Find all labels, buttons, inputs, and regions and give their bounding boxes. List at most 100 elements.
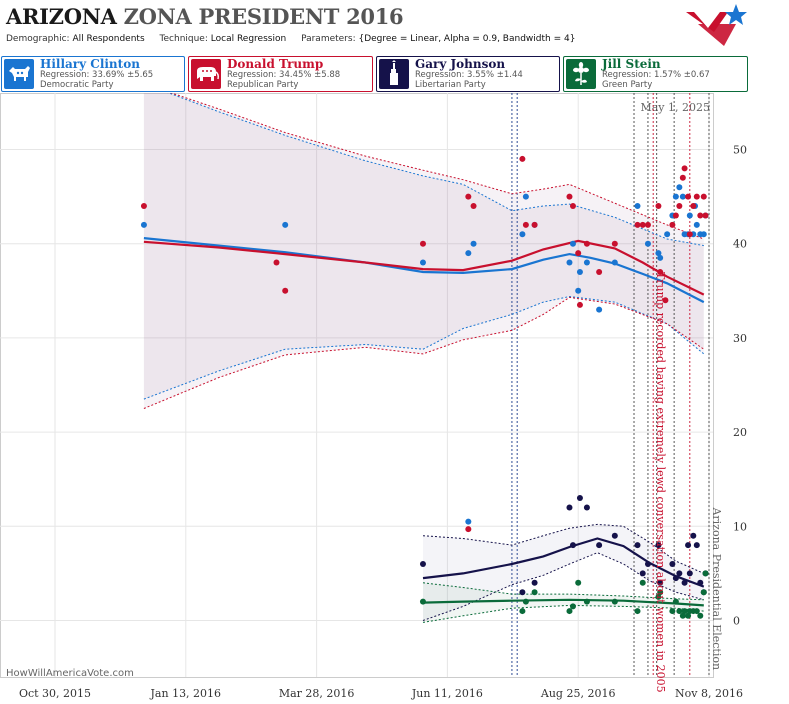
candidate-card-johnson[interactable]: Gary Johnson Regression: 3.55% ±1.44 Lib… (376, 56, 560, 92)
data-point (611, 598, 618, 605)
data-point (611, 259, 618, 266)
y-tick-label: 50 (733, 144, 747, 157)
data-point (596, 306, 603, 313)
data-point (676, 184, 683, 191)
event-annotation: Trump recorded having extremely lewd con… (654, 272, 667, 693)
data-point (634, 203, 641, 210)
x-tick-label: Jun 11, 2016 (411, 687, 483, 700)
data-point (655, 203, 662, 210)
data-point (690, 532, 697, 539)
data-point (702, 570, 709, 577)
data-point (522, 221, 529, 228)
data-point (700, 231, 707, 238)
candidate-party: Republican Party (227, 80, 299, 90)
y-tick-label: 40 (733, 238, 747, 251)
candidate-name: Hillary Clinton (40, 57, 140, 71)
x-tick-label: Jan 13, 2016 (150, 687, 222, 700)
data-point (644, 240, 651, 247)
candidate-party: Libertarian Party (415, 80, 486, 90)
data-point (655, 542, 662, 549)
param-label-parameters: Parameters: (301, 34, 356, 44)
event-annotation: Arizona Presidential Election (710, 506, 723, 670)
data-point (576, 301, 583, 308)
data-point (569, 240, 576, 247)
candidate-card-clinton[interactable]: Hillary Clinton Regression: 33.69% ±5.65… (1, 56, 185, 92)
data-point (644, 560, 651, 567)
data-point (639, 579, 646, 586)
data-point (470, 203, 477, 210)
param-value-parameters: {Degree = Linear, Alpha = 0.9, Bandwidth… (358, 34, 576, 44)
data-point (662, 297, 669, 304)
plot-frame (0, 93, 714, 678)
data-point (686, 570, 693, 577)
data-point (575, 250, 582, 257)
band-upper-line (167, 93, 704, 247)
data-point (531, 589, 538, 596)
date-label: May 1, 2025 (640, 101, 710, 114)
x-tick-label: Oct 30, 2015 (19, 687, 91, 700)
data-point (569, 542, 576, 549)
data-point (681, 579, 688, 586)
regression-line (422, 537, 705, 588)
data-point (522, 193, 529, 200)
data-point (676, 570, 683, 577)
data-point (693, 221, 700, 228)
data-point (639, 570, 646, 577)
data-point (700, 589, 707, 596)
candidate-regression: Regression: 33.69% ±5.65 (40, 70, 154, 80)
band-upper-line (422, 523, 705, 574)
data-point (465, 193, 472, 200)
param-label-technique: Technique: (159, 34, 208, 44)
data-point (657, 589, 664, 596)
data-point (596, 542, 603, 549)
data-point (419, 598, 426, 605)
data-point (583, 259, 590, 266)
data-point (679, 193, 686, 200)
data-point (657, 579, 664, 586)
data-point (686, 231, 693, 238)
data-point (697, 612, 704, 619)
band-upper-line (170, 93, 704, 240)
data-point (655, 250, 662, 257)
regression-line (143, 239, 705, 296)
confidence-band (143, 93, 704, 409)
data-point (140, 203, 147, 210)
band-lower-line (422, 604, 704, 623)
band-lower-line (143, 296, 705, 409)
data-point (470, 240, 477, 247)
candidate-card-trump[interactable]: Donald Trump Regression: 34.45% ±5.88 Re… (188, 56, 373, 92)
data-point (679, 612, 686, 619)
param-label-demographic: Demographic: (6, 34, 70, 44)
data-point (576, 268, 583, 275)
data-point (596, 268, 603, 275)
data-point (634, 542, 641, 549)
candidate-name: Donald Trump (227, 57, 324, 71)
data-point (644, 221, 651, 228)
data-point (634, 608, 641, 615)
liberty-icon (379, 59, 409, 89)
data-point (672, 575, 679, 582)
data-point (576, 495, 583, 502)
x-tick-label: Mar 28, 2016 (279, 687, 355, 700)
flower-icon (566, 59, 596, 89)
data-point (566, 259, 573, 266)
candidate-regression: Regression: 34.45% ±5.88 (227, 70, 341, 80)
data-point (639, 221, 646, 228)
x-tick-label: Aug 25, 2016 (540, 687, 616, 700)
parameters-line: Demographic: All Respondents Technique: … (6, 34, 587, 44)
data-point (419, 240, 426, 247)
data-point (583, 598, 590, 605)
candidate-card-stein[interactable]: Jill Stein Regression: 1.57% ±0.67 Green… (563, 56, 748, 92)
candidate-party: Green Party (602, 80, 653, 90)
data-point (583, 240, 590, 247)
data-point (465, 518, 472, 525)
site-logo-icon (686, 4, 747, 46)
data-point (669, 560, 676, 567)
candidate-legend: Hillary Clinton Regression: 33.69% ±5.65… (0, 56, 789, 92)
poll-chart: Oct 30, 2015 Jan 13, 2016 Mar 28, 2016 Jun … (0, 93, 747, 700)
data-point (672, 212, 679, 219)
data-point (465, 526, 472, 533)
data-point (566, 608, 573, 615)
param-value-demographic: All Respondents (72, 34, 145, 44)
data-point (583, 504, 590, 511)
